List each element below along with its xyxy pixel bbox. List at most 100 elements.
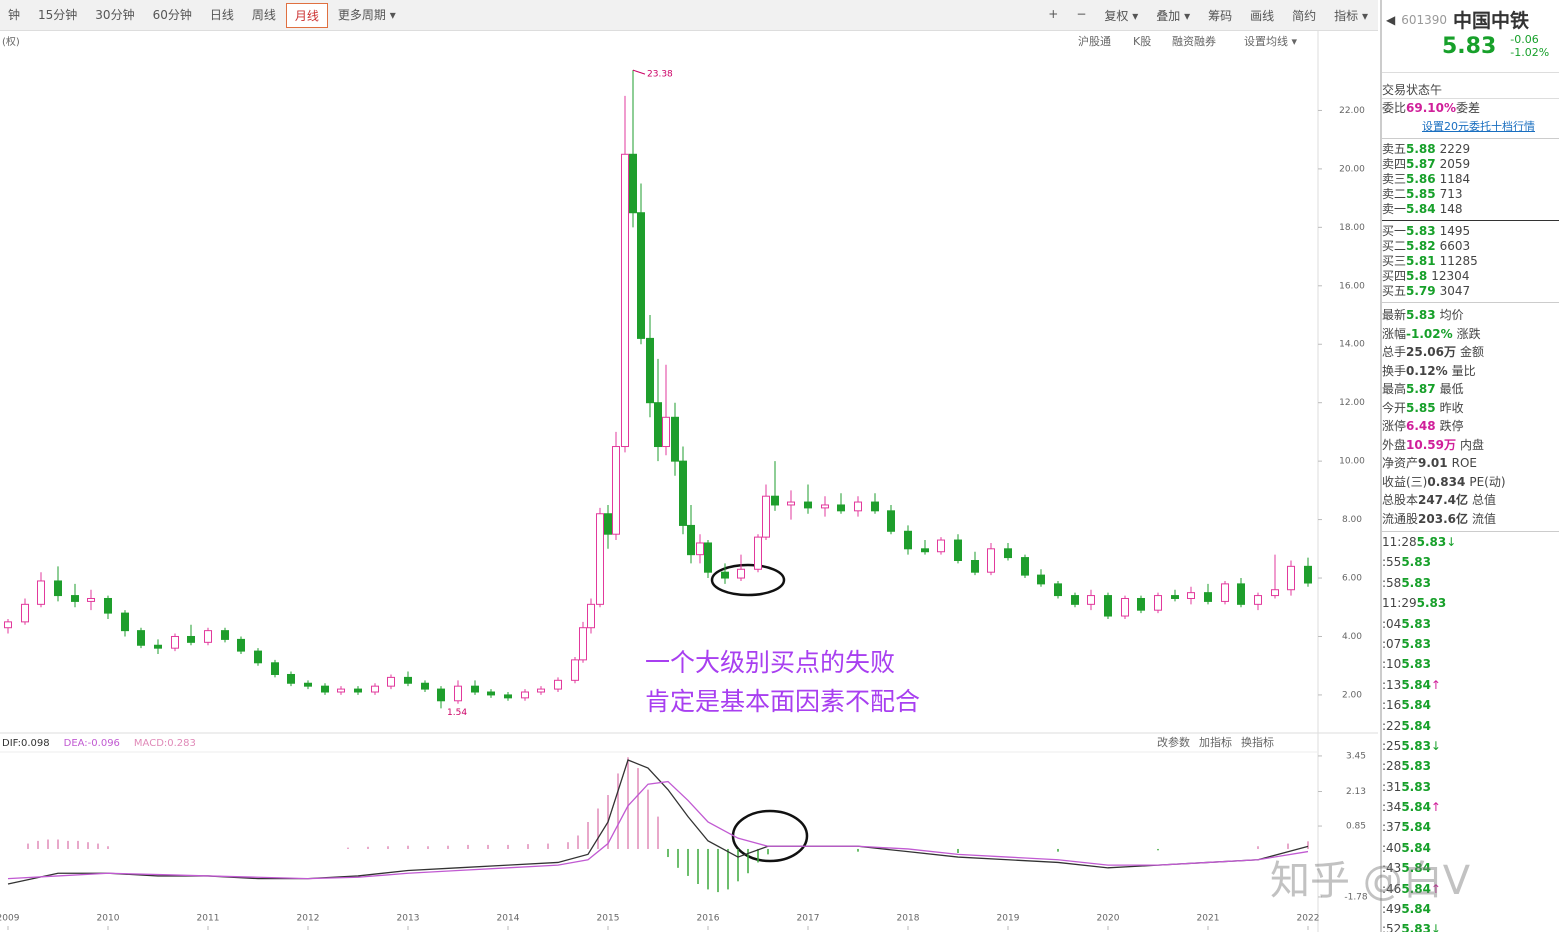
stat-label: 昨收 <box>1439 400 1464 415</box>
macd-line <box>7 759 1309 885</box>
row: 换手0.12% 量比 <box>1382 362 1559 381</box>
row: :045.83 <box>1382 617 1559 637</box>
candle-body <box>854 501 862 512</box>
candle-body <box>104 597 112 614</box>
candle-body <box>1087 595 1095 605</box>
tick-price: 5.84 <box>1401 698 1431 713</box>
stat-label: 总值 <box>1471 493 1496 507</box>
tool-button[interactable]: − <box>1076 6 1087 21</box>
tick-time: :16 <box>1382 698 1402 713</box>
level-volume: 1184 <box>1439 172 1471 186</box>
level-label: 买四 <box>1382 269 1407 283</box>
level-volume: 12304 <box>1431 269 1470 283</box>
level-label: 买二 <box>1382 239 1407 253</box>
tool-button[interactable]: 简约 <box>1292 8 1317 23</box>
candle-body <box>1221 583 1229 602</box>
period-tab[interactable]: 15分钟 <box>38 7 78 22</box>
level-price: 5.83 <box>1406 224 1436 238</box>
level-price: 5.79 <box>1406 284 1436 298</box>
tool-button[interactable]: 画线 <box>1250 8 1275 23</box>
stats: 最新5.83 均价 涨幅-1.02% 涨跌 总手25.06万 金额 换手0.12% 量比 最高5… <box>1382 303 1559 532</box>
level-label: 买一 <box>1382 224 1407 238</box>
candle-body <box>254 650 262 664</box>
indicator-tool[interactable]: 加指标 <box>1199 735 1232 749</box>
period-tab[interactable]: 日线 <box>209 7 234 22</box>
candle-body <box>579 627 587 661</box>
link[interactable]: 沪股通 <box>1078 34 1111 48</box>
y-tick-label: 2.00 <box>1342 690 1362 700</box>
stat-label: ROE <box>1451 456 1477 470</box>
stat-label: 换手 <box>1382 363 1407 378</box>
row: 总股本247.4亿 总值 <box>1382 491 1559 510</box>
stat-label: 最新 <box>1382 308 1407 322</box>
level-price: 5.8 <box>1406 269 1428 283</box>
candle-body <box>612 446 620 535</box>
candle-body <box>587 603 595 629</box>
candle-body <box>921 548 929 553</box>
tick-time: :04 <box>1382 616 1402 631</box>
tool-button[interactable]: 复权 ▾ <box>1104 8 1139 23</box>
candle-body <box>154 644 162 649</box>
x-tick-label: 2016 <box>697 914 720 924</box>
period-tab[interactable]: 更多周期 ▾ <box>337 7 396 22</box>
candle-body <box>662 416 670 448</box>
y-tick-label: 14.00 <box>1339 340 1365 350</box>
candle-body <box>471 685 479 693</box>
stat-label: 金额 <box>1459 345 1484 359</box>
level-volume: 3047 <box>1439 284 1471 298</box>
tick-time: :13 <box>1382 677 1402 692</box>
tool-button[interactable]: 筹码 <box>1208 8 1233 23</box>
stat-value: 5.83 <box>1406 308 1436 322</box>
x-tick-label: 2017 <box>797 914 820 924</box>
annotation: 一个大级别买点的失败 <box>645 648 895 677</box>
candle-body <box>621 153 629 448</box>
stat-value: 6.48 <box>1406 419 1436 433</box>
y-tick-label: 2.13 <box>1346 787 1366 797</box>
candle-body <box>754 536 762 570</box>
row: 收益(三)0.834 PE(动) <box>1382 473 1559 492</box>
candle-body <box>987 548 995 573</box>
order-link[interactable]: 设置20元委托十档行情 <box>1382 116 1559 139</box>
level-price: 5.82 <box>1406 239 1436 253</box>
period-tab[interactable]: 60分钟 <box>152 7 192 22</box>
link[interactable]: K股 <box>1133 35 1151 48</box>
level-price: 5.81 <box>1406 254 1436 268</box>
y-tick-label: 16.00 <box>1339 281 1365 291</box>
candle-body <box>487 691 495 696</box>
candle-body <box>387 676 395 687</box>
candle-body <box>804 501 812 509</box>
watermark: 知乎 @白V <box>1270 858 1471 904</box>
row: :105.83 <box>1382 657 1559 677</box>
candle-body <box>54 580 62 597</box>
period-tab[interactable]: 30分钟 <box>95 7 135 22</box>
candle-body <box>421 682 429 690</box>
y-tick-label: 18.00 <box>1339 223 1365 233</box>
period-tab[interactable]: 月线 <box>285 2 328 28</box>
candle-body <box>1187 592 1195 599</box>
link[interactable]: 设置均线 ▾ <box>1244 34 1297 48</box>
row: :345.84↑ <box>1382 800 1559 820</box>
row: 买五5.79 3047 <box>1382 284 1559 299</box>
tool-button[interactable]: 叠加 ▾ <box>1156 8 1191 23</box>
stat-value: -1.02% <box>1406 326 1453 341</box>
tick-price: 5.84 <box>1401 800 1431 815</box>
y-tick-label: 0.85 <box>1346 822 1366 832</box>
row: 交易状态午 <box>1382 81 1559 98</box>
period-tab[interactable]: 钟 <box>8 7 21 22</box>
candle-body <box>837 504 845 512</box>
indicator-tool[interactable]: 改参数 <box>1157 735 1190 749</box>
tool-button[interactable]: 指标 ▾ <box>1334 8 1368 23</box>
tool-button[interactable]: + <box>1048 6 1059 21</box>
period-tab[interactable]: 周线 <box>251 7 276 22</box>
chart: (权) 沪股通 K股 融资融券 设置均线 ▾ 一个大级别买点的失败 肯定是基本面… <box>0 30 1378 932</box>
stat-label: 涨跌 <box>1456 326 1481 341</box>
row: 卖二5.85 713 <box>1382 187 1559 202</box>
candle-body <box>1237 583 1245 605</box>
candle-body <box>637 212 645 339</box>
indicator-tool[interactable]: 换指标 <box>1241 735 1274 749</box>
tick-time: 11:28 <box>1382 535 1417 549</box>
link[interactable]: 融资融券 <box>1172 34 1216 48</box>
level-price: 5.87 <box>1406 157 1436 171</box>
row: :585.83 <box>1382 576 1559 596</box>
candle-body <box>571 659 579 681</box>
